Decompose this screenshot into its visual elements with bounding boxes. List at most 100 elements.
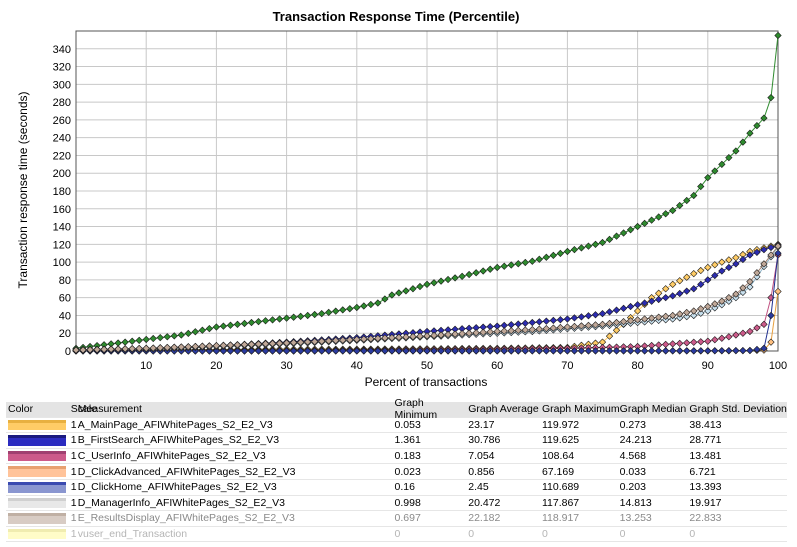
legend-rows: 1 A_MainPage_AFIWhitePages_S2_E2_V3 0.053 2… xyxy=(6,418,787,543)
legend-row[interactable]: 1 E_ResultsDisplay_AFIWhitePages_S2_E2_V3… xyxy=(6,511,787,527)
data-point xyxy=(704,347,712,355)
data-point xyxy=(605,332,614,340)
data-point xyxy=(704,263,712,272)
data-point xyxy=(409,347,417,355)
header-color[interactable]: Color xyxy=(8,403,34,416)
data-point xyxy=(205,342,214,350)
legend-swatch xyxy=(8,528,66,540)
header-maximum[interactable]: Graph Maximum xyxy=(541,403,620,416)
data-point xyxy=(718,160,726,168)
data-point xyxy=(416,282,424,291)
data-point xyxy=(486,328,494,336)
data-point xyxy=(156,344,164,352)
data-point xyxy=(662,210,670,218)
data-point xyxy=(233,320,242,328)
data-point xyxy=(648,314,656,322)
header-median[interactable]: Graph Median xyxy=(619,403,687,416)
data-point xyxy=(725,154,733,162)
data-point xyxy=(360,335,368,343)
legend-color-cell xyxy=(6,496,68,511)
data-point xyxy=(605,347,614,355)
legend-median: 0.033 xyxy=(619,465,646,478)
legend-color-cell xyxy=(6,418,68,433)
legend-scale: 1 xyxy=(70,481,77,494)
data-point xyxy=(669,292,677,300)
data-point xyxy=(135,336,143,344)
data-point xyxy=(247,347,256,355)
data-point xyxy=(149,334,157,343)
data-point xyxy=(697,182,705,191)
legend-average: 0.856 xyxy=(468,465,495,478)
data-point xyxy=(711,300,719,308)
data-point xyxy=(304,311,312,320)
header-scale[interactable]: Scale xyxy=(70,403,98,416)
legend-row[interactable]: 1 D_ClickAdvanced_AFIWhitePages_S2_E2_V3 0… xyxy=(6,464,787,480)
data-point xyxy=(711,167,719,175)
header-average[interactable]: Graph Average xyxy=(468,403,539,416)
data-point xyxy=(746,283,754,291)
data-point xyxy=(465,270,473,279)
data-point xyxy=(205,324,214,333)
legend-row[interactable]: 1 A_MainPage_AFIWhitePages_S2_E2_V3 0.053 2… xyxy=(6,418,787,434)
data-point xyxy=(402,333,410,341)
data-point xyxy=(79,346,87,354)
data-point xyxy=(718,347,726,355)
data-point xyxy=(402,287,410,295)
data-point xyxy=(297,338,305,346)
legend-std-deviation: 38.413 xyxy=(689,418,722,431)
data-point xyxy=(612,347,621,355)
legend-row[interactable]: 1 C_UserInfo_AFIWhitePages_S2_E2_V3 0.183 7… xyxy=(6,449,787,465)
legend-row[interactable]: 1 B_FirstSearch_AFIWhitePages_S2_E2_V3 1.3… xyxy=(6,433,787,449)
data-point xyxy=(325,308,333,317)
data-point xyxy=(240,319,249,328)
data-point xyxy=(514,260,522,268)
data-point xyxy=(662,312,670,320)
data-point xyxy=(697,347,705,355)
data-point xyxy=(268,347,277,355)
data-point xyxy=(332,307,340,315)
data-point xyxy=(591,311,600,319)
legend-maximum: 108.64 xyxy=(541,450,575,463)
legend-row[interactable]: 1 D_ClickHome_AFIWhitePages_S2_E2_V3 0.16 2… xyxy=(6,480,787,496)
data-point xyxy=(612,306,621,314)
legend-measurement: D_ClickAdvanced_AFIWhitePages_S2_E2_V3 xyxy=(77,465,296,478)
data-point xyxy=(549,324,557,332)
data-point xyxy=(605,308,614,316)
data-point xyxy=(430,331,438,340)
header-std-deviation[interactable]: Graph Std. Deviation xyxy=(689,403,787,416)
legend-scale: 1 xyxy=(70,496,77,509)
data-point xyxy=(423,347,431,355)
data-point xyxy=(304,338,312,346)
data-point xyxy=(240,347,249,355)
data-point xyxy=(542,347,550,355)
data-point xyxy=(711,336,719,344)
legend-median: 14.813 xyxy=(619,496,652,509)
data-point xyxy=(107,345,115,353)
header-measurement[interactable]: Measurement xyxy=(77,403,142,416)
data-point xyxy=(732,347,740,355)
header-minimum[interactable]: Graph Minimum xyxy=(394,397,438,422)
data-point xyxy=(451,347,459,355)
legend-row[interactable]: 1 vuser_end_Transaction 0 0 0 0 0 xyxy=(6,527,787,543)
data-point xyxy=(318,337,326,345)
data-point xyxy=(711,261,719,269)
data-point xyxy=(598,310,607,318)
legend-median: 0.203 xyxy=(619,481,646,494)
legend-swatch xyxy=(8,450,66,462)
legend-swatch xyxy=(8,513,66,524)
data-point xyxy=(233,341,242,349)
y-tick-label: 240 xyxy=(53,133,71,145)
legend-std-deviation: 6.721 xyxy=(689,465,716,478)
legend-row[interactable]: 1 D_ManagerInfo_AFIWhitePages_S2_E2_V3 0.9… xyxy=(6,496,787,512)
data-point xyxy=(732,260,740,268)
data-point xyxy=(395,289,403,297)
data-point xyxy=(472,269,480,277)
data-point xyxy=(367,300,375,309)
data-point xyxy=(149,344,157,352)
legend-scale: 1 xyxy=(70,512,77,525)
chart-title: Transaction Response Time (Percentile) xyxy=(273,9,520,24)
y-tick-label: 60 xyxy=(59,293,71,305)
data-point xyxy=(556,323,565,332)
data-point xyxy=(753,324,761,332)
data-point xyxy=(254,340,263,348)
